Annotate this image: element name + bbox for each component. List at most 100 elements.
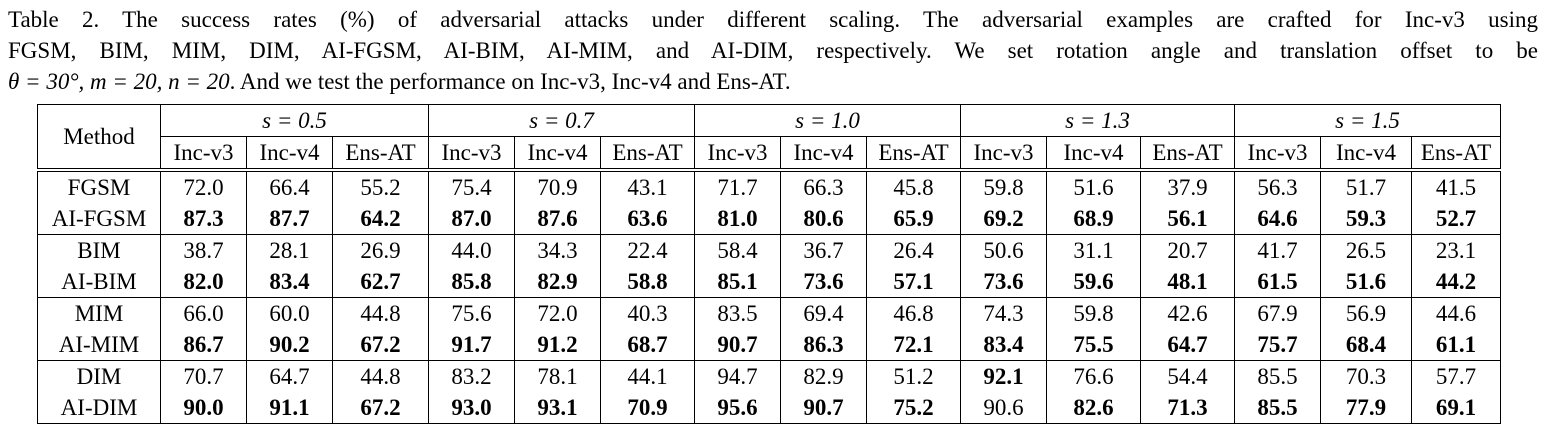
value-cell: 41.5 bbox=[1411, 168, 1501, 203]
value-cell: 58.8 bbox=[600, 266, 695, 298]
value-cell: 44.0 bbox=[428, 234, 515, 266]
value-cell: 71.7 bbox=[694, 168, 781, 203]
model-header: Ens-AT bbox=[866, 136, 961, 170]
value-cell: 75.7 bbox=[1234, 329, 1321, 361]
model-header: Inc-v4 bbox=[514, 136, 601, 170]
value-cell: 56.1 bbox=[1140, 203, 1235, 235]
caption-line-3: θ = 30°, m = 20, n = 20. And we test the… bbox=[8, 66, 1538, 97]
value-cell: 70.3 bbox=[1320, 360, 1412, 392]
value-cell: 23.1 bbox=[1411, 234, 1501, 266]
value-cell: 45.8 bbox=[866, 168, 961, 203]
value-cell: 93.1 bbox=[514, 392, 601, 424]
value-cell: 90.7 bbox=[694, 329, 781, 361]
value-cell: 56.3 bbox=[1234, 168, 1321, 203]
value-cell: 67.2 bbox=[332, 392, 429, 424]
value-cell: 69.2 bbox=[960, 203, 1047, 235]
value-cell: 63.6 bbox=[600, 203, 695, 235]
value-cell: 90.0 bbox=[160, 392, 247, 424]
value-cell: 59.3 bbox=[1320, 203, 1412, 235]
caption-params: θ = 30°, m = 20, n = 20 bbox=[8, 69, 230, 94]
table-row: AI-DIM 90.0 91.1 67.2 93.0 93.1 70.9 95.6 90.7 75… bbox=[37, 392, 1501, 424]
value-cell: 90.7 bbox=[780, 392, 867, 424]
value-cell: 44.8 bbox=[332, 297, 429, 329]
value-cell: 42.6 bbox=[1140, 297, 1235, 329]
value-cell: 94.7 bbox=[694, 360, 781, 392]
method-cell: BIM bbox=[37, 234, 161, 266]
value-cell: 61.5 bbox=[1234, 266, 1321, 298]
value-cell: 85.1 bbox=[694, 266, 781, 298]
caption-line-3-text: . And we test the performance on Inc-v3,… bbox=[229, 69, 791, 94]
value-cell: 40.3 bbox=[600, 297, 695, 329]
value-cell: 57.1 bbox=[866, 266, 961, 298]
value-cell: 90.2 bbox=[246, 329, 333, 361]
value-cell: 82.0 bbox=[160, 266, 247, 298]
value-cell: 83.2 bbox=[428, 360, 515, 392]
value-cell: 91.2 bbox=[514, 329, 601, 361]
value-cell: 31.1 bbox=[1046, 234, 1141, 266]
method-cell: AI-DIM bbox=[37, 392, 161, 424]
model-header: Inc-v4 bbox=[1320, 136, 1412, 170]
scale-header-row: Method s = 0.5 s = 0.7 s = 1.0 s = 1.3 s… bbox=[37, 104, 1501, 170]
model-header: Ens-AT bbox=[600, 136, 695, 170]
value-cell: 85.8 bbox=[428, 266, 515, 298]
model-header: Inc-v4 bbox=[780, 136, 867, 170]
value-cell: 64.6 bbox=[1234, 203, 1321, 235]
model-header: Ens-AT bbox=[332, 136, 429, 170]
results-body: FGSM 72.0 66.4 55.2 75.4 70.9 43.1 71.7 66.3 45.8… bbox=[37, 168, 1501, 424]
value-cell: 68.4 bbox=[1320, 329, 1412, 361]
value-cell: 83.4 bbox=[960, 329, 1047, 361]
method-header: Method bbox=[37, 104, 161, 170]
model-header: Ens-AT bbox=[1411, 136, 1501, 170]
value-cell: 46.8 bbox=[866, 297, 961, 329]
table-row: DIM 70.7 64.7 44.8 83.2 78.1 44.1 94.7 82.9 51.2 9… bbox=[37, 360, 1501, 392]
method-cell: AI-BIM bbox=[37, 266, 161, 298]
value-cell: 83.4 bbox=[246, 266, 333, 298]
value-cell: 52.7 bbox=[1411, 203, 1501, 235]
method-cell: AI-FGSM bbox=[37, 203, 161, 235]
value-cell: 70.9 bbox=[600, 392, 695, 424]
value-cell: 59.6 bbox=[1046, 266, 1141, 298]
model-header: Inc-v4 bbox=[1046, 136, 1141, 170]
value-cell: 66.0 bbox=[160, 297, 247, 329]
value-cell: 26.4 bbox=[866, 234, 961, 266]
value-cell: 93.0 bbox=[428, 392, 515, 424]
method-cell: FGSM bbox=[37, 168, 161, 203]
value-cell: 54.4 bbox=[1140, 360, 1235, 392]
value-cell: 36.7 bbox=[780, 234, 867, 266]
scale-header: s = 1.5 bbox=[1234, 104, 1501, 137]
value-cell: 75.4 bbox=[428, 168, 515, 203]
value-cell: 80.6 bbox=[780, 203, 867, 235]
method-cell: DIM bbox=[37, 360, 161, 392]
value-cell: 76.6 bbox=[1046, 360, 1141, 392]
value-cell: 69.4 bbox=[780, 297, 867, 329]
table-row: AI-MIM 86.7 90.2 67.2 91.7 91.2 68.7 90.7 86.3 72… bbox=[37, 329, 1501, 361]
value-cell: 48.1 bbox=[1140, 266, 1235, 298]
table-row: BIM 38.7 28.1 26.9 44.0 34.3 22.4 58.4 36.7 26.4 5… bbox=[37, 234, 1501, 266]
value-cell: 38.7 bbox=[160, 234, 247, 266]
value-cell: 67.9 bbox=[1234, 297, 1321, 329]
value-cell: 34.3 bbox=[514, 234, 601, 266]
value-cell: 66.4 bbox=[246, 168, 333, 203]
value-cell: 22.4 bbox=[600, 234, 695, 266]
value-cell: 83.5 bbox=[694, 297, 781, 329]
value-cell: 72.1 bbox=[866, 329, 961, 361]
value-cell: 51.6 bbox=[1320, 266, 1412, 298]
value-cell: 87.0 bbox=[428, 203, 515, 235]
value-cell: 85.5 bbox=[1234, 392, 1321, 424]
value-cell: 64.7 bbox=[1140, 329, 1235, 361]
value-cell: 92.1 bbox=[960, 360, 1047, 392]
value-cell: 41.7 bbox=[1234, 234, 1321, 266]
value-cell: 87.3 bbox=[160, 203, 247, 235]
value-cell: 61.1 bbox=[1411, 329, 1501, 361]
value-cell: 26.5 bbox=[1320, 234, 1412, 266]
value-cell: 68.9 bbox=[1046, 203, 1141, 235]
value-cell: 28.1 bbox=[246, 234, 333, 266]
value-cell: 86.7 bbox=[160, 329, 247, 361]
value-cell: 70.9 bbox=[514, 168, 601, 203]
value-cell: 70.7 bbox=[160, 360, 247, 392]
table-row: AI-FGSM 87.3 87.7 64.2 87.0 87.6 63.6 81.0 80.6 6… bbox=[37, 203, 1501, 235]
table-row: AI-BIM 82.0 83.4 62.7 85.8 82.9 58.8 85.1 73.6 57… bbox=[37, 266, 1501, 298]
table-caption: Table 2. The success rates (%) of advers… bbox=[8, 4, 1538, 97]
value-cell: 82.6 bbox=[1046, 392, 1141, 424]
caption-line-1: Table 2. The success rates (%) of advers… bbox=[8, 7, 1538, 32]
